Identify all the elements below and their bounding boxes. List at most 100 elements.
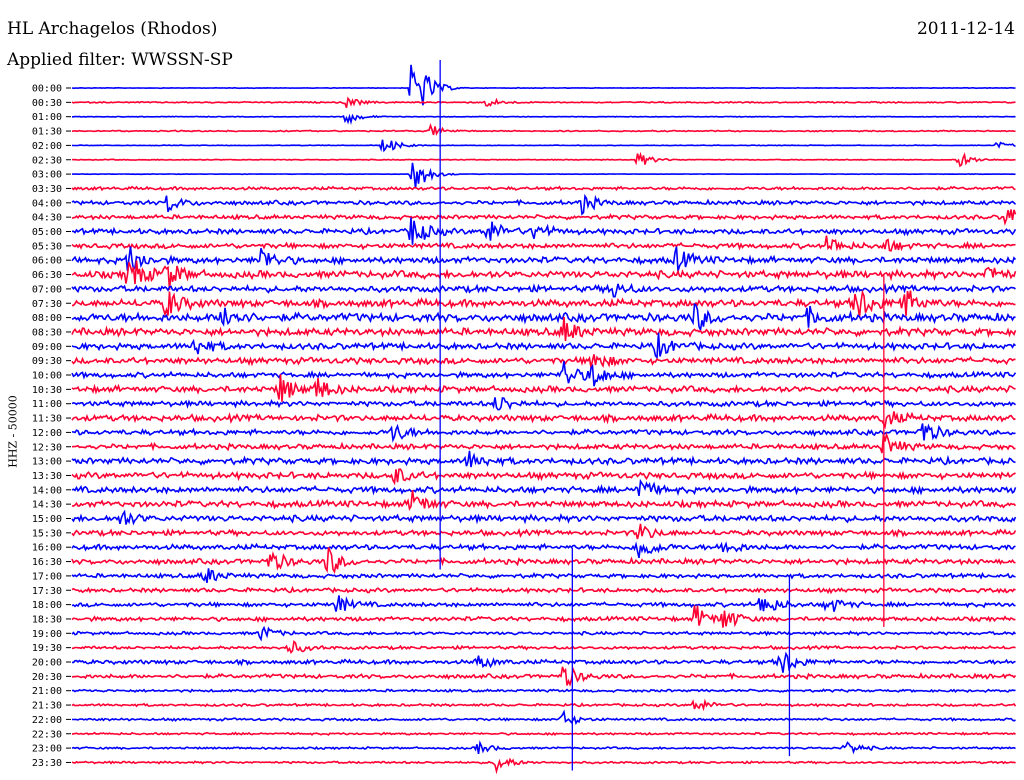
trace-0430 xyxy=(71,209,1017,226)
trace-1630 xyxy=(71,546,1016,575)
trace-0830 xyxy=(71,316,1017,341)
trace-1200 xyxy=(71,423,1016,443)
row-label: 05:00 xyxy=(32,227,62,238)
trace-2300 xyxy=(71,740,1016,755)
row-label: 09:30 xyxy=(32,356,62,367)
row-label: 10:00 xyxy=(32,371,62,382)
trace-1230 xyxy=(71,431,1016,454)
row-label: 19:30 xyxy=(32,643,62,654)
trace-1130 xyxy=(71,411,1016,430)
trace-1730 xyxy=(71,585,1016,595)
row-label: 07:00 xyxy=(32,284,62,295)
row-label: 16:30 xyxy=(32,557,62,568)
row-label: 17:00 xyxy=(32,571,62,582)
trace-2230 xyxy=(71,731,1016,736)
row-label: 01:30 xyxy=(32,127,62,138)
trace-1500 xyxy=(71,509,1017,526)
trace-2000 xyxy=(72,651,1016,673)
trace-0000 xyxy=(71,64,1016,106)
row-label: 02:30 xyxy=(32,155,62,166)
trace-0500 xyxy=(72,217,1017,245)
row-label: 15:30 xyxy=(32,528,62,539)
trace-2030 xyxy=(71,666,1017,687)
row-label: 19:00 xyxy=(32,629,62,640)
row-label: 13:30 xyxy=(32,471,62,482)
trace-1800 xyxy=(71,595,1016,612)
row-label: 18:00 xyxy=(32,600,62,611)
trace-1830 xyxy=(71,605,1016,628)
row-label: 02:00 xyxy=(32,141,62,152)
trace-0630 xyxy=(71,260,1017,290)
trace-0730 xyxy=(72,289,1016,318)
row-label: 11:30 xyxy=(32,414,62,425)
row-label: 03:30 xyxy=(32,184,62,195)
row-label: 12:30 xyxy=(32,442,62,453)
row-label: 00:00 xyxy=(32,84,62,95)
trace-0200 xyxy=(71,139,1016,153)
row-label: 10:30 xyxy=(32,385,62,396)
row-label: 00:30 xyxy=(32,98,62,109)
row-label: 15:00 xyxy=(32,514,62,525)
row-label: 22:00 xyxy=(32,715,62,726)
row-label: 06:30 xyxy=(32,270,62,281)
trace-1300 xyxy=(71,450,1016,468)
trace-0530 xyxy=(71,235,1016,252)
trace-0700 xyxy=(71,282,1016,298)
row-label: 20:00 xyxy=(32,658,62,669)
trace-0930 xyxy=(71,354,1016,369)
row-label: 08:30 xyxy=(32,327,62,338)
row-label: 01:00 xyxy=(32,112,62,123)
trace-1030 xyxy=(71,374,1016,402)
trace-1530 xyxy=(71,523,1017,540)
row-label: 16:00 xyxy=(32,543,62,554)
trace-1330 xyxy=(71,468,1016,486)
date-label: 2011-12-14 xyxy=(916,19,1015,39)
trace-1930 xyxy=(71,640,1016,655)
trace-2200 xyxy=(71,709,1016,726)
row-label: 21:00 xyxy=(32,686,62,697)
trace-0800 xyxy=(71,302,1016,333)
trace-1430 xyxy=(71,489,1017,512)
trace-2330 xyxy=(71,757,1016,775)
row-label: 18:30 xyxy=(32,614,62,625)
row-label: 07:30 xyxy=(32,299,62,310)
row-label: 14:30 xyxy=(32,500,62,511)
row-label: 11:00 xyxy=(32,399,62,410)
row-label: 13:00 xyxy=(32,457,62,468)
row-label: 23:00 xyxy=(32,744,62,755)
station-title: HL Archagelos (Rhodos) xyxy=(7,19,218,39)
trace-0900 xyxy=(71,332,1017,360)
trace-1100 xyxy=(71,397,1017,411)
row-label: 05:30 xyxy=(32,241,62,252)
trace-1000 xyxy=(71,361,1017,387)
row-label: 22:30 xyxy=(32,729,62,740)
row-label: 06:00 xyxy=(32,256,62,267)
trace-1400 xyxy=(71,478,1017,497)
trace-0130 xyxy=(71,123,1016,136)
trace-0330 xyxy=(71,185,1016,192)
trace-0400 xyxy=(71,193,1017,216)
row-label: 14:00 xyxy=(32,485,62,496)
row-label: 17:30 xyxy=(32,586,62,597)
trace-0300 xyxy=(71,162,1016,189)
trace-1900 xyxy=(71,625,1017,642)
row-label: 03:00 xyxy=(32,170,62,181)
row-label: 04:30 xyxy=(32,213,62,224)
trace-1700 xyxy=(71,568,1016,583)
trace-2130 xyxy=(71,698,1017,712)
row-label: 09:00 xyxy=(32,342,62,353)
trace-1600 xyxy=(71,541,1016,559)
row-label: 08:00 xyxy=(32,313,62,324)
row-label: 21:30 xyxy=(32,701,62,712)
row-label: 23:30 xyxy=(32,758,62,769)
trace-0600 xyxy=(71,246,1017,272)
row-label: 04:00 xyxy=(32,198,62,209)
trace-0230 xyxy=(71,151,1016,168)
trace-0100 xyxy=(72,113,1016,126)
filter-label: Applied filter: WWSSN-SP xyxy=(7,50,233,70)
row-label: 12:00 xyxy=(32,428,62,439)
trace-2100 xyxy=(71,688,1016,694)
trace-0030 xyxy=(71,96,1016,108)
row-label: 20:30 xyxy=(32,672,62,683)
